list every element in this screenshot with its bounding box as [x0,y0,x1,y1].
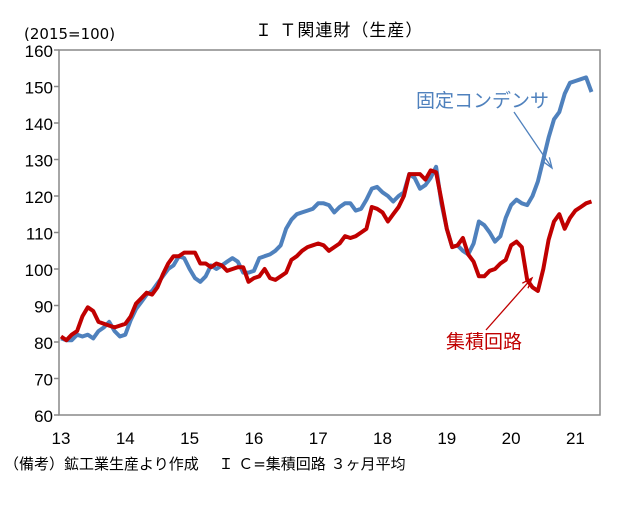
x-tick-label: 16 [244,429,263,448]
x-tick-label: 21 [566,429,585,448]
series-label-ic: 集積回路 [446,331,523,353]
arrow-capacitor-head [542,157,554,170]
arrow-ic [485,277,533,331]
x-tick-label: 14 [116,429,135,448]
unit-label: (2015=100) [24,25,116,43]
y-tick-label: 80 [34,334,53,353]
y-tick-label: 100 [25,261,53,280]
y-tick-label: 120 [25,188,53,207]
series-line-ic [59,168,593,343]
x-tick-label: 13 [52,429,71,448]
x-tick-label: 20 [502,429,521,448]
series-label-capacitor: 固定コンデンサ [416,90,550,112]
y-tick-label: 90 [34,298,53,317]
arrow-ic-head [522,276,534,289]
footnote: （備考）鉱工業生産より作成 Ｉ Ｃ=集積回路 ３ヶ月平均 [4,455,406,473]
x-tick-label: 18 [373,429,392,448]
x-tick-label: 17 [309,429,328,448]
y-tick-label: 60 [34,407,53,426]
x-tick-label: 15 [180,429,199,448]
y-tick-label: 70 [34,371,53,390]
y-tick-label: 110 [26,225,53,244]
y-tick-label: 150 [25,79,53,98]
y-tick-label: 130 [25,152,53,171]
chart-title: Ｉ Ｔ関連財（生産） [255,21,424,41]
y-tick-label: 160 [25,42,53,61]
arrow-capacitor [513,111,553,169]
y-tick-label: 140 [25,115,53,134]
x-tick-label: 19 [437,429,456,448]
